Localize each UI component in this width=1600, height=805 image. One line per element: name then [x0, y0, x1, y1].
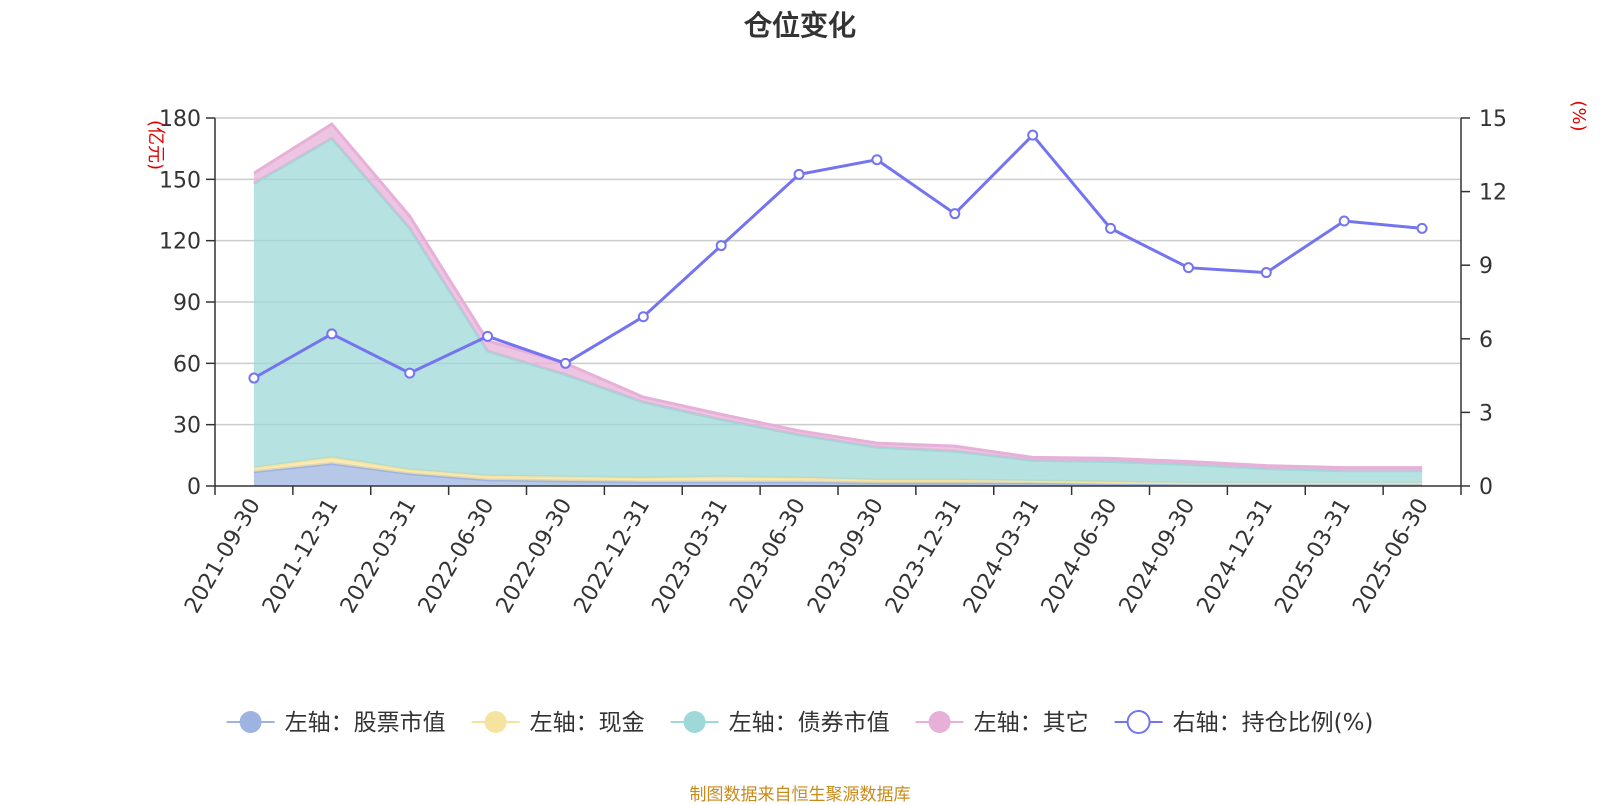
legend-label-cash: 左轴：现金 [530, 710, 645, 736]
source-note: 制图数据来自恒生聚源数据库 [689, 785, 911, 805]
legend-marker-stock [239, 711, 262, 733]
legend-item-stock: 左轴：股票市值 [226, 710, 446, 736]
left-axis-tick-label: 60 [173, 352, 201, 377]
ratio-point [1416, 222, 1428, 234]
x-axis-tick-label: 2025-06-30 [1348, 494, 1434, 617]
x-axis-tick-label: 2023-12-31 [881, 494, 967, 617]
ratio-point [793, 168, 805, 180]
ratio-point [637, 311, 649, 323]
ratio-point [248, 372, 260, 384]
ratio-point [404, 367, 416, 379]
right-axis-tick-label: 3 [1479, 401, 1493, 426]
legend-item-other: 左轴：其它 [915, 710, 1089, 736]
x-axis-tick-label: 2022-06-30 [414, 494, 500, 617]
ratio-line [253, 132, 1423, 380]
legend-label-other: 左轴：其它 [974, 710, 1089, 736]
ratio-point [1260, 267, 1272, 279]
legend-item-ratio: 右轴：持仓比例(%) [1114, 710, 1374, 736]
area-edge-other [253, 122, 1423, 470]
area-stock [253, 463, 1423, 486]
ratio-point [1105, 222, 1117, 234]
ratio-point [1338, 215, 1350, 227]
x-axis-tick-label: 2023-06-30 [725, 494, 811, 617]
left-axis-tick-label: 180 [159, 107, 201, 132]
right-axis-tick-label: 12 [1479, 181, 1507, 206]
x-axis-tick-label: 2024-03-31 [959, 494, 1045, 617]
ratio-point [326, 328, 338, 340]
chart-title: 仓位变化 [743, 9, 856, 42]
legend-marker-other [928, 711, 951, 733]
x-axis-tick-label: 2022-03-31 [336, 494, 422, 617]
legend-item-bond: 左轴：债券市值 [670, 710, 890, 736]
x-axis-tick-label: 2023-09-30 [803, 494, 889, 617]
left-axis-tick-label: 30 [173, 414, 201, 439]
ratio-point [1027, 129, 1039, 141]
left-axis-tick-label: 120 [159, 230, 201, 255]
x-axis-tick-label: 2021-09-30 [180, 494, 266, 617]
ratio-point [871, 154, 883, 166]
ratio-point [482, 330, 494, 342]
right-axis-tick-label: 9 [1479, 254, 1493, 279]
right-axis-tick-label: 6 [1479, 328, 1493, 353]
left-axis-tick-label: 0 [187, 475, 201, 500]
legend-marker-bond [683, 711, 706, 733]
left-axis-unit-label: (亿元) [145, 120, 166, 170]
legend-marker-ratio [1126, 710, 1151, 734]
left-axis-tick-label: 90 [173, 291, 201, 316]
ratio-point [559, 357, 571, 369]
ratio-line-series [248, 129, 1428, 384]
legend: 左轴：股票市值 左轴：现金 左轴：债券市值 左轴：其它 右轴：持仓比例(%) [226, 710, 1374, 736]
legend-item-cash: 左轴：现金 [471, 710, 645, 736]
x-axis-tick-label: 2023-03-31 [647, 494, 733, 617]
x-axis-tick-label: 2024-09-30 [1115, 494, 1201, 617]
x-axis-tick-label: 2022-12-31 [570, 494, 656, 617]
left-axis-tick-label: 150 [159, 168, 201, 193]
x-axis-tick-label: 2024-06-30 [1037, 494, 1123, 617]
ratio-point [1182, 262, 1194, 274]
ratio-point [949, 208, 961, 220]
x-axis-tick-label: 2021-12-31 [258, 494, 344, 617]
legend-label-ratio: 右轴：持仓比例(%) [1173, 710, 1374, 736]
x-axis-tick-label: 2022-09-30 [492, 494, 578, 617]
right-axis-tick-label: 15 [1479, 107, 1507, 132]
x-axis-tick-label: 2024-12-31 [1193, 494, 1279, 617]
area-bond [253, 138, 1423, 483]
legend-label-bond: 左轴：债券市值 [729, 710, 890, 736]
stacked-area-series [253, 122, 1423, 486]
legend-label-stock: 左轴：股票市值 [285, 710, 446, 736]
right-axis-unit-label: (%) [1568, 100, 1589, 131]
legend-marker-cash [484, 711, 507, 733]
x-axis-tick-label: 2025-03-31 [1270, 494, 1356, 617]
right-axis-tick-label: 0 [1479, 475, 1493, 500]
ratio-point [715, 240, 727, 252]
